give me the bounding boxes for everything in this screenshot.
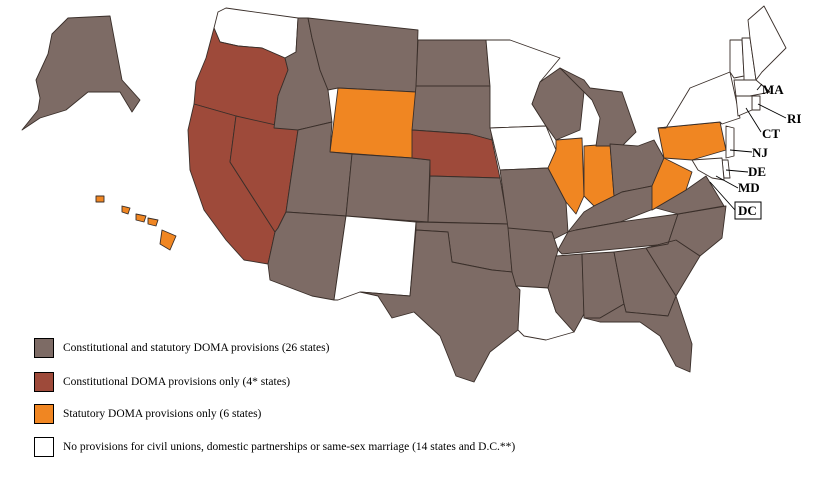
state-fl	[583, 295, 693, 373]
state-hi	[95, 195, 177, 251]
state-vt	[729, 39, 745, 79]
dc-box	[734, 201, 762, 220]
state-nd	[415, 39, 491, 87]
state-nm	[333, 215, 417, 301]
state-tn	[557, 213, 679, 255]
label-ma: MA	[762, 82, 784, 97]
state-wy	[329, 87, 417, 159]
state-mt	[307, 17, 419, 93]
label-ri: RI	[787, 111, 801, 126]
state-il	[547, 137, 585, 215]
state-ma	[733, 79, 771, 97]
state-nj	[725, 125, 735, 159]
state-ny	[657, 71, 741, 129]
label-nj: NJ	[752, 145, 768, 160]
state-ks	[427, 175, 509, 225]
state-ak	[21, 15, 141, 131]
state-md	[691, 157, 725, 181]
state-ia	[489, 125, 557, 171]
label-ct: CT	[762, 126, 780, 141]
state-ri	[751, 95, 761, 111]
state-co	[345, 153, 431, 223]
state-pa	[657, 121, 727, 161]
state-mi	[559, 67, 637, 147]
state-az	[267, 211, 347, 301]
state-in	[583, 143, 615, 207]
label-leaders	[709, 83, 787, 211]
label-de: DE	[748, 164, 766, 179]
label-md: MD	[738, 180, 760, 195]
state-me	[747, 5, 787, 81]
label-dc: DC	[738, 203, 757, 218]
state-tx	[359, 229, 521, 383]
